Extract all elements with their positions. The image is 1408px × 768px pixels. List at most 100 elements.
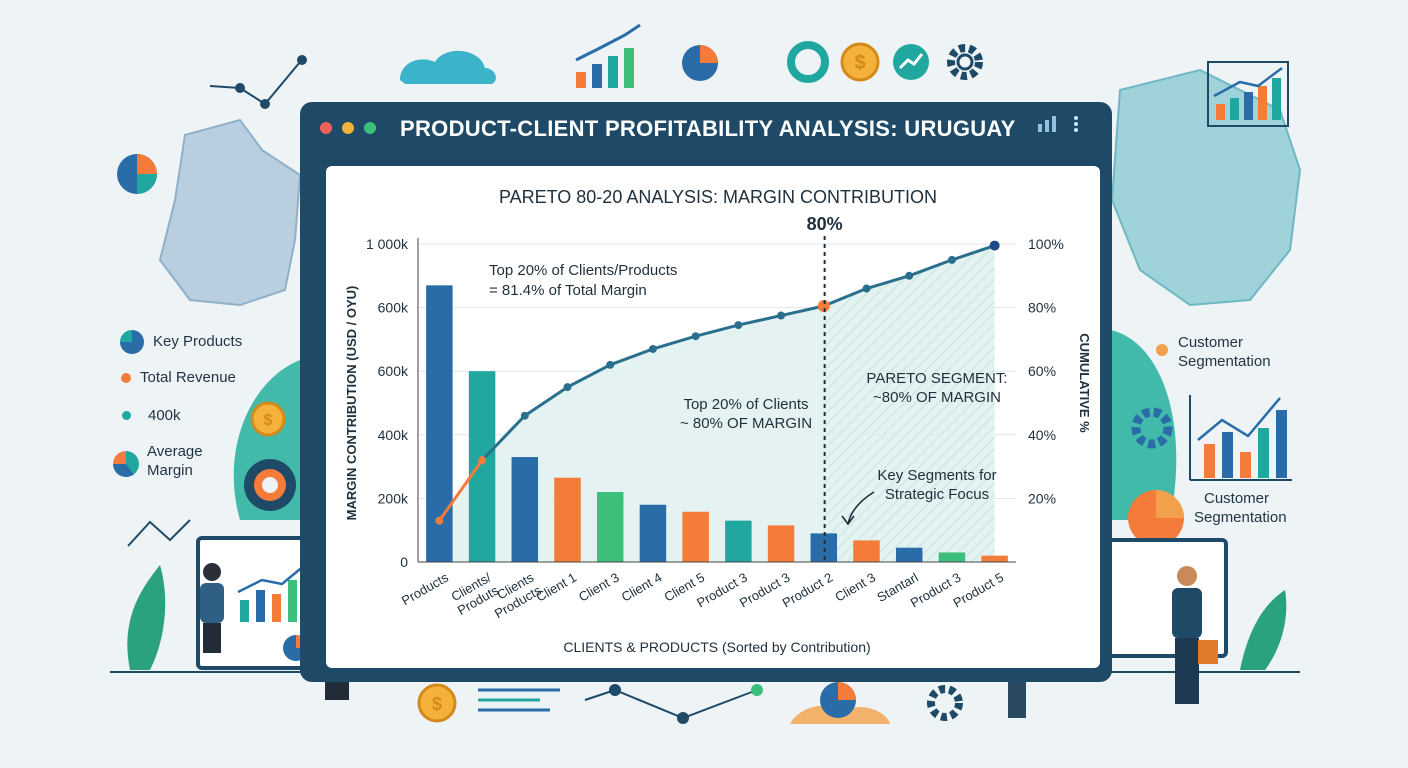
value-dot: [122, 411, 131, 420]
close-dot[interactable]: [320, 122, 332, 134]
maximize-dot[interactable]: [364, 122, 376, 134]
svg-text:$: $: [432, 694, 442, 714]
bar-3: [511, 457, 539, 562]
legend-key-products: Key Products: [153, 333, 243, 350]
average-margin-icon: [113, 451, 139, 477]
annotation-top20-line1: Top 20% of Clients/Products: [489, 262, 677, 279]
customer-segmentation-dot: [1156, 344, 1168, 356]
cumulative-point: [777, 311, 786, 320]
annotation-clients-line2: ~ 80% OF MARGIN: [680, 415, 812, 432]
annotation-arrow: [841, 491, 875, 526]
x-tick-label: Client 4: [619, 570, 665, 605]
person-man-right: [1172, 566, 1218, 704]
cumulative-line: [435, 240, 1000, 525]
y-axis-ticks: 0 200k 400k 600k 600k 1 000k: [366, 236, 409, 570]
key-products-icon: [120, 330, 144, 354]
bar-12: [895, 547, 923, 562]
y2-axis-label: CUMULATIVE %: [1077, 333, 1092, 433]
cumulative-segment: [651, 334, 698, 351]
bar-5: [596, 492, 624, 562]
cumulative-segment: [480, 414, 527, 462]
cumulative-segment: [523, 385, 569, 418]
pareto-segment-hatch: [823, 245, 995, 562]
y-axis-label: MARGIN CONTRIBUTION (USD / OYU): [344, 286, 359, 521]
cumulative-point: [520, 411, 529, 420]
y-tick-label: 600k: [378, 363, 409, 379]
cumulative-point: [478, 456, 487, 465]
y2-tick-label: 60%: [1028, 363, 1056, 379]
annotation-key-line1: Key Segments for: [877, 467, 996, 484]
cumulative-segment: [566, 363, 612, 389]
cumulative-segment: [865, 274, 911, 291]
svg-text:$: $: [854, 52, 865, 74]
bar-8: [725, 520, 752, 562]
uruguay-map-right: [1110, 68, 1302, 307]
customer-segmentation-1a: Customer: [1178, 334, 1244, 351]
x-axis-ticks: ProductsClients/ProdutsClientsProductsCl…: [399, 569, 1006, 621]
cumulative-point: [435, 516, 444, 525]
bar-6: [639, 504, 667, 562]
more-vertical-icon[interactable]: [1072, 114, 1080, 140]
cumulative-point: [947, 255, 956, 264]
uruguay-map-left: [158, 118, 302, 307]
legend-average-margin-2: Margin: [147, 462, 193, 479]
bar-chart-icon[interactable]: [1036, 114, 1058, 140]
bar-4: [554, 477, 581, 562]
cumulative-point: [862, 284, 871, 293]
cumulative-point: [691, 332, 700, 341]
cumulative-segment: [608, 347, 655, 367]
y-tick-label: 1 000k: [366, 236, 409, 252]
cumulative-point: [606, 360, 615, 369]
window-titlebar: PRODUCT-CLIENT PROFITABILITY ANALYSIS: U…: [300, 102, 1112, 156]
x-tick-label: Client 1: [533, 570, 579, 605]
coin-icon-top: [840, 42, 880, 82]
y-tick-label: 400k: [378, 427, 409, 443]
cumulative-segment: [907, 258, 954, 278]
cumulative-point: [905, 271, 914, 280]
y-tick-label: 600k: [378, 300, 409, 316]
bar-14: [981, 555, 1008, 562]
cumulative-point: [563, 383, 572, 392]
customer-segmentation-2b: Segmentation: [1194, 509, 1287, 526]
y-tick-label: 200k: [378, 490, 409, 506]
customer-segmentation-1b: Segmentation: [1178, 353, 1271, 370]
cumulative-segment: [950, 244, 997, 262]
x-tick-label: Client 3: [832, 570, 878, 605]
x-axis-label: CLIENTS & PRODUCTS (Sorted by Contributi…: [563, 639, 870, 655]
x-tick-label: Client 3: [576, 570, 622, 605]
svg-text:$: $: [264, 412, 273, 429]
annotation-top20-line2: = 81.4% of Total Margin: [489, 282, 647, 299]
y2-tick-label: 80%: [1028, 300, 1056, 316]
annotation-clients-line1: Top 20% of Clients: [683, 396, 808, 413]
minimize-dot[interactable]: [342, 122, 354, 134]
x-tick-label: Products: [399, 569, 451, 608]
bar-7: [682, 511, 709, 562]
gear-icon-top: [947, 44, 983, 80]
annotation-pareto-line2: ~80% OF MARGIN: [873, 389, 1001, 406]
bar-1: [426, 285, 453, 562]
cumulative-segment: [822, 287, 868, 308]
legend-average-margin-1: Average: [147, 443, 203, 460]
window-title: PRODUCT-CLIENT PROFITABILITY ANALYSIS: U…: [400, 116, 1016, 141]
y2-tick-label: 100%: [1028, 236, 1064, 252]
cumulative-point: [734, 321, 743, 330]
annotation-pareto-line1: PARETO SEGMENT:: [866, 370, 1007, 387]
person-woman-left: [200, 563, 224, 653]
pareto-chart: PARETO 80-20 ANALYSIS: MARGIN CONTRIBUTI…: [344, 187, 1092, 655]
cumulative-segment: [779, 304, 826, 318]
bar-13: [938, 552, 966, 562]
bar-11: [853, 540, 880, 562]
y-tick-label: 0: [400, 554, 408, 570]
bars: [426, 285, 1008, 562]
cumulative-point: [648, 344, 657, 353]
cumulative-segment: [694, 323, 740, 338]
bar-9: [767, 525, 795, 562]
threshold-label: 80%: [807, 214, 843, 234]
total-revenue-dot: [121, 373, 131, 383]
chart-title: PARETO 80-20 ANALYSIS: MARGIN CONTRIBUTI…: [499, 187, 937, 207]
cumulative-point: [989, 240, 1000, 251]
y2-tick-label: 40%: [1028, 427, 1056, 443]
customer-segmentation-2a: Customer: [1204, 490, 1270, 507]
cumulative-segment: [437, 458, 484, 523]
bar-2: [468, 371, 496, 562]
